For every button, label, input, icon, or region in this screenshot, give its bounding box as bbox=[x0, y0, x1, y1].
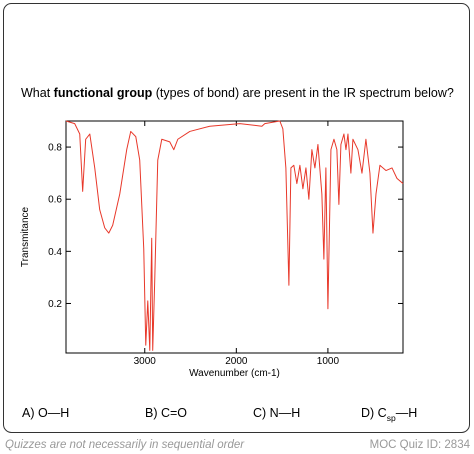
quiz-card bbox=[3, 3, 470, 433]
question: What functional group (types of bond) ar… bbox=[21, 86, 454, 100]
x-tick-label: 3000 bbox=[134, 356, 157, 367]
ir-spectrum-chart: 0.2 0.4 0.6 0.8 3000 2000 1000 Wavenumber (cm-1… bbox=[20, 120, 404, 379]
y-tick-label: 0.4 bbox=[48, 247, 62, 258]
question-suffix: (types of bond) are present in the IR sp… bbox=[152, 86, 454, 100]
x-tick-label: 2000 bbox=[225, 356, 248, 367]
x-axis-title: Wavenumber (cm-1) bbox=[189, 368, 280, 379]
choice-b[interactable]: B) C=O bbox=[145, 406, 187, 420]
question-bold: functional group bbox=[54, 86, 153, 100]
choice-c[interactable]: C) N—H bbox=[253, 406, 300, 420]
y-tick-label: 0.8 bbox=[48, 143, 62, 154]
y-tick-label: 0.2 bbox=[48, 299, 62, 310]
choice-d[interactable]: D) Csp—H bbox=[361, 406, 417, 423]
choice-d-rest: —H bbox=[396, 406, 418, 420]
x-tick-label: 1000 bbox=[317, 356, 340, 367]
y-tick-label: 0.6 bbox=[48, 195, 62, 206]
choice-d-subscript: sp bbox=[387, 413, 396, 423]
choice-a[interactable]: A) O—H bbox=[22, 406, 69, 420]
footer-note: Quizzes are not necessarily in sequentia… bbox=[5, 439, 245, 451]
spectrum-line bbox=[65, 120, 404, 351]
quiz-id: MOC Quiz ID: 2834 bbox=[370, 439, 471, 451]
choice-d-main: D) C bbox=[361, 406, 387, 420]
question-prefix: What bbox=[21, 86, 54, 100]
y-axis-title: Transmitance bbox=[20, 206, 31, 267]
plot-frame bbox=[65, 120, 404, 354]
